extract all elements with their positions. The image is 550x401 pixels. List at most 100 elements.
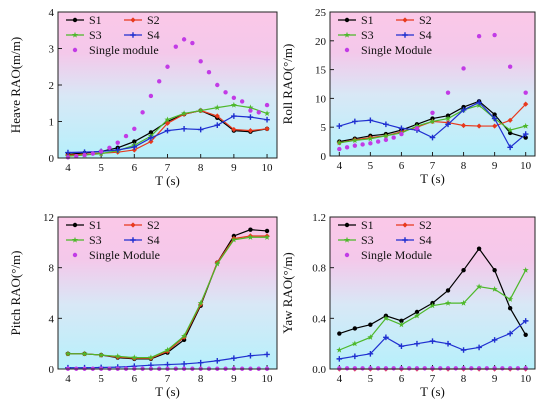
data-point	[523, 332, 528, 337]
data-point	[507, 366, 513, 371]
data-point	[351, 137, 358, 144]
data-point	[215, 82, 220, 88]
x-tick-label: 8	[198, 162, 204, 174]
data-point	[429, 302, 436, 309]
data-point	[491, 115, 498, 122]
chart-panel-4: 4 5 6 7 8 9 100.00.40.81.2T (s)Yaw RAO(°/m)S1 S…	[280, 212, 536, 399]
y-axis-title: Pitch RAO(°/m)	[8, 250, 23, 335]
data-point	[461, 268, 466, 273]
data-point	[399, 131, 404, 137]
data-point	[383, 334, 389, 341]
x-tick-label: 5	[368, 160, 374, 172]
legend-label: S3	[361, 28, 374, 42]
data-point	[461, 66, 466, 71]
legend-label: S3	[89, 28, 102, 42]
data-point	[336, 346, 343, 353]
x-tick-label: 4	[337, 373, 343, 385]
x-tick-label: 5	[98, 373, 104, 385]
y-tick-label: 0	[49, 153, 55, 165]
data-point	[114, 353, 121, 359]
x-tick-label: 7	[430, 373, 436, 385]
y-tick-label: 25	[315, 7, 327, 19]
legend-marker	[402, 32, 408, 38]
data-point	[140, 110, 145, 115]
plot-frame	[57, 216, 278, 370]
x-tick-label: 6	[399, 160, 405, 172]
data-point	[484, 366, 490, 371]
data-point	[264, 110, 271, 117]
data-point	[90, 151, 96, 156]
data-point	[164, 120, 171, 126]
data-point	[197, 359, 204, 366]
data-point	[264, 126, 270, 132]
legend-label: S2	[419, 218, 432, 232]
data-point	[181, 37, 187, 42]
data-point	[352, 366, 358, 371]
y-tick-label: 10	[315, 93, 327, 105]
data-point	[476, 283, 483, 290]
data-point	[82, 152, 87, 158]
series-4	[336, 318, 529, 362]
data-point	[65, 155, 71, 160]
data-point	[360, 366, 365, 371]
data-point	[337, 366, 342, 371]
data-point	[383, 137, 389, 143]
data-point	[430, 110, 435, 116]
data-point	[132, 126, 137, 131]
data-point	[414, 366, 420, 371]
legend-marker	[71, 31, 79, 38]
y-tick-label: 2	[49, 80, 55, 92]
data-point	[460, 299, 467, 306]
data-point	[337, 146, 342, 152]
x-axis-title: T (s)	[420, 384, 445, 399]
data-point	[492, 123, 498, 129]
legend-label: S4	[147, 233, 160, 247]
data-point	[148, 135, 154, 141]
legend-marker	[130, 17, 136, 23]
x-tick-label: 7	[165, 373, 171, 385]
data-point	[351, 340, 358, 347]
x-axis-title: T (s)	[155, 384, 180, 399]
data-point	[522, 122, 529, 129]
legend-marker	[72, 47, 78, 53]
data-point	[429, 338, 436, 344]
data-point	[445, 288, 451, 293]
data-point	[107, 145, 112, 150]
data-point	[214, 122, 221, 128]
data-point	[491, 337, 498, 343]
legend-marker	[343, 31, 351, 38]
y-axis-title: Roll RAO(°/m)	[280, 44, 295, 125]
data-point	[382, 132, 389, 139]
x-tick-label: 10	[262, 373, 274, 385]
data-point	[476, 344, 482, 351]
data-point	[460, 122, 467, 129]
y-tick-label: 12	[43, 212, 54, 224]
data-point	[461, 366, 466, 371]
data-point	[173, 44, 178, 49]
data-point	[507, 130, 513, 136]
data-point	[367, 135, 374, 142]
data-point	[197, 107, 204, 114]
data-point	[507, 296, 514, 302]
data-point	[247, 234, 254, 240]
data-point	[523, 135, 528, 140]
y-tick-label: 0.4	[312, 313, 326, 325]
data-point	[247, 352, 254, 359]
plot-background	[58, 217, 277, 369]
data-point	[206, 70, 212, 75]
data-point	[523, 366, 528, 371]
data-point	[197, 126, 204, 133]
data-point	[181, 126, 187, 132]
data-point	[352, 118, 358, 125]
y-tick-label: 5	[321, 122, 327, 134]
legend-marker	[402, 17, 408, 23]
legend-marker	[72, 17, 78, 23]
data-point	[522, 131, 529, 137]
data-point	[230, 236, 237, 243]
x-axis-title: T (s)	[420, 171, 445, 186]
data-point	[398, 343, 405, 349]
x-tick-label: 5	[98, 162, 104, 174]
x-tick-label: 9	[492, 373, 498, 385]
data-point	[114, 147, 121, 153]
